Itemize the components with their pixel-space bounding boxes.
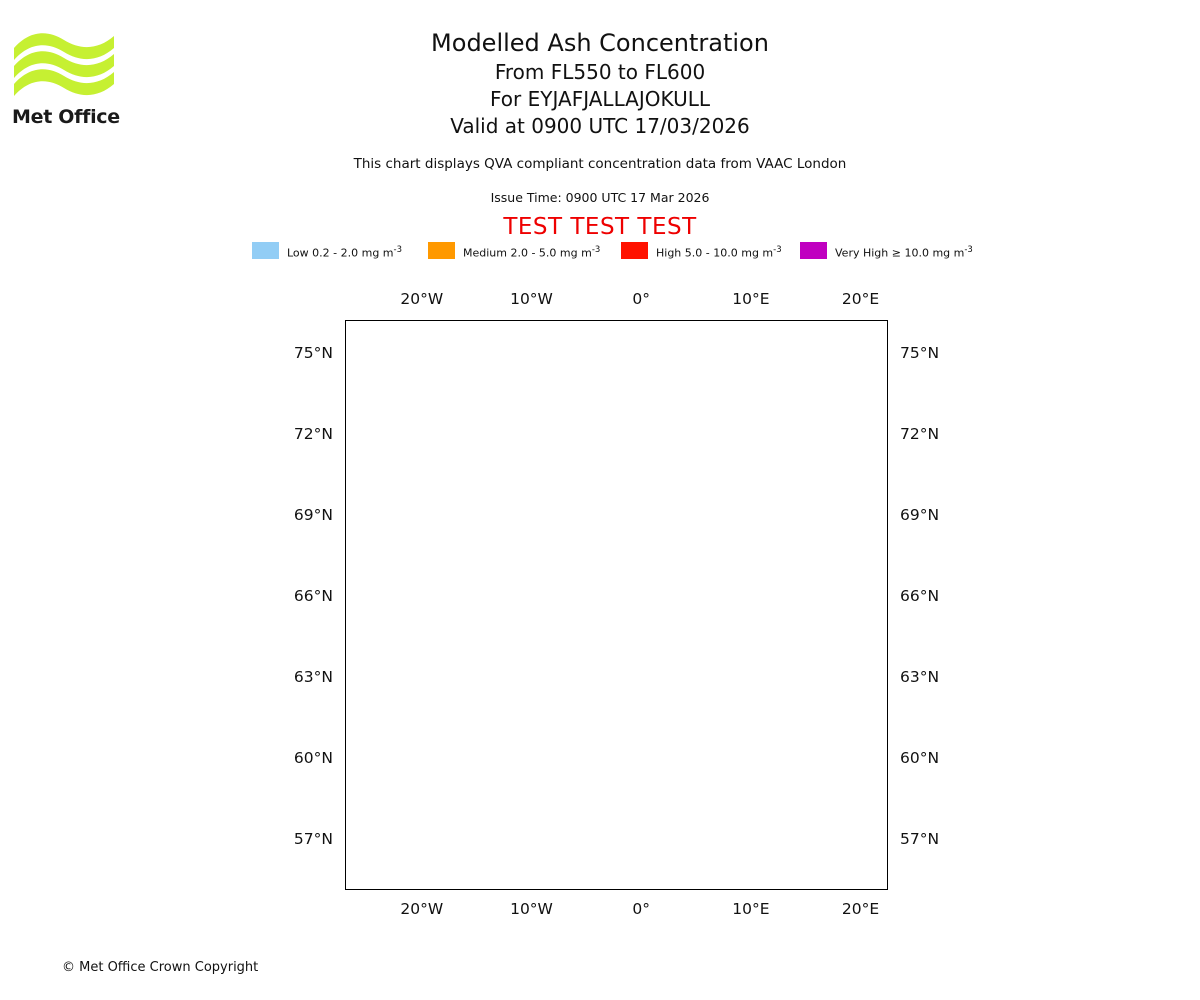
issue-time: Issue Time: 0900 UTC 17 Mar 2026 [490,190,710,205]
legend-label-medium: Medium 2.0 - 5.0 mg m-3 [463,243,600,261]
qva-note: This chart displays QVA compliant concen… [353,156,847,172]
lat-tick-right-0: 57°N [900,830,940,849]
lat-tick-right-1: 60°N [900,749,940,768]
lat-tick-left-2: 63°N [293,668,333,687]
met-office-wordmark: Met Office [12,106,120,128]
legend-swatch-medium [428,242,455,259]
legend-exponent-low: -3 [393,245,402,255]
legend-label-high: High 5.0 - 10.0 mg m-3 [656,243,782,261]
lat-tick-left-3: 66°N [293,587,333,606]
met-office-waves-icon [14,33,114,96]
lat-tick-right-3: 66°N [900,587,940,606]
legend-text-medium: Medium 2.0 - 5.0 mg m [463,246,592,260]
lat-tick-right-4: 69°N [900,506,940,525]
legend-exponent-very-high: -3 [964,245,973,255]
lat-tick-left-0: 57°N [293,830,333,849]
volcano-name: For EYJAFJALLAJOKULL [490,87,710,111]
lat-tick-left-4: 69°N [293,506,333,525]
lon-tick-bottom-0: 20°W [400,900,444,918]
concentration-legend: Low 0.2 - 2.0 mg m-3 Medium 2.0 - 5.0 mg… [0,241,1200,261]
lat-tick-left-5: 72°N [293,425,333,444]
lat-tick-left-6: 75°N [293,344,333,363]
title-block: Modelled Ash Concentration From FL550 to… [0,28,1200,140]
lon-tick-top-0: 20°W [400,290,444,308]
test-banner: TEST TEST TEST [503,214,697,240]
legend-text-low: Low 0.2 - 2.0 mg m [287,246,394,260]
lon-tick-bottom-1: 10°W [510,900,553,918]
lon-tick-top-2: 0° [632,290,650,308]
legend-label-very-high: Very High ≥ 10.0 mg m-3 [835,243,973,261]
lon-tick-bottom-4: 20°E [841,900,880,918]
legend-swatch-very-high [800,242,827,259]
legend-exponent-medium: -3 [591,245,601,255]
lat-tick-right-5: 72°N [900,425,940,444]
lon-tick-top-4: 20°E [841,290,880,308]
lat-tick-right-6: 75°N [900,344,940,363]
lon-tick-top-3: 10°E [732,290,770,308]
flight-level-range: From FL550 to FL600 [494,60,706,84]
lon-tick-bottom-3: 10°E [732,900,770,918]
legend-exponent-high: -3 [773,245,782,255]
lon-tick-bottom-2: 0° [632,900,650,918]
lat-tick-right-2: 63°N [900,668,940,687]
page-title: Modelled Ash Concentration [431,29,769,57]
valid-time: Valid at 0900 UTC 17/03/2026 [450,114,750,138]
met-office-logo: Met Office [10,22,210,128]
lon-tick-top-1: 10°W [510,290,553,308]
legend-swatch-high [621,242,648,259]
legend-text-high: High 5.0 - 10.0 mg m [656,246,774,260]
ash-concentration-map [345,320,888,890]
legend-text-very-high: Very High ≥ 10.0 mg m [835,246,965,260]
copyright-footer: © Met Office Crown Copyright [62,960,259,975]
legend-swatch-low [252,242,279,259]
lat-tick-left-1: 60°N [293,749,333,768]
map-frame-border [345,320,888,890]
legend-label-low: Low 0.2 - 2.0 mg m-3 [287,243,402,261]
